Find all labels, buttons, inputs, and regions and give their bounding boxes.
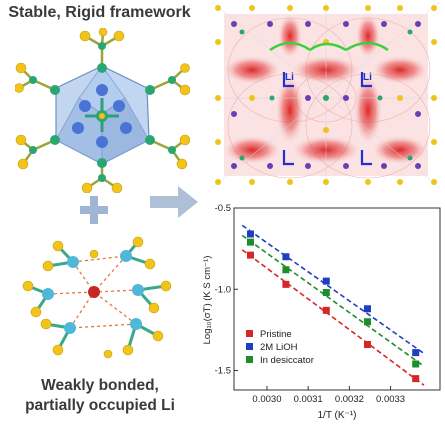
x-tick-label: 0.0030 <box>252 394 281 405</box>
y-tick-label: -1.5 <box>215 366 231 377</box>
icosahedral-cluster-illustration <box>15 28 190 193</box>
data-point <box>412 360 420 368</box>
fit-line <box>241 234 425 367</box>
data-point <box>246 230 254 238</box>
fit-line <box>241 224 425 355</box>
data-point <box>412 375 420 383</box>
data-point <box>322 289 330 296</box>
x-tick-label: 0.0032 <box>335 394 364 405</box>
data-point <box>282 253 290 261</box>
x-tick-label: 0.0033 <box>376 394 405 405</box>
data-point <box>246 238 254 246</box>
legend-marker <box>246 330 253 337</box>
data-point <box>412 349 420 357</box>
caption-line-2: partially occupied Li <box>25 397 175 414</box>
data-point <box>282 266 290 274</box>
caption-weakly-bonded-li: Weakly bonded, partially occupied Li <box>0 376 200 416</box>
li-label-right: Li <box>363 72 372 83</box>
li-label-left: Li <box>285 72 294 83</box>
legend-marker <box>246 343 253 350</box>
li-ring-illustration <box>22 236 172 359</box>
data-point <box>363 305 371 313</box>
caption-line-1: Weakly bonded, <box>41 377 159 394</box>
data-point <box>363 318 371 326</box>
density-map-illustration: Li Li <box>212 2 440 188</box>
data-point <box>322 277 330 285</box>
legend-marker <box>246 356 253 363</box>
x-axis-label: 1/T (K⁻¹) <box>318 410 357 421</box>
y-tick-label: -1.0 <box>215 284 231 295</box>
data-point <box>246 251 254 259</box>
legend-label: Pristine <box>260 329 292 340</box>
data-point <box>322 306 330 314</box>
caption-stable-rigid-framework: Stable, Rigid framework <box>8 4 191 21</box>
data-point <box>363 341 371 348</box>
data-point <box>282 280 290 288</box>
plot-frame <box>233 207 441 391</box>
arrhenius-chart: 0.0030 0.0031 0.0032 0.0033 -0.5 -1.0 -1.5 Pri… <box>202 203 441 421</box>
legend-label: 2M LiOH <box>260 342 298 353</box>
legend-label: In desiccator <box>260 355 314 366</box>
arrow-right-icon <box>150 186 198 218</box>
y-tick-label: -0.5 <box>215 203 231 214</box>
plus-icon <box>80 196 108 224</box>
fit-line <box>241 249 425 386</box>
y-axis-label: Log₁₀(σT) (K S cm⁻¹) <box>202 256 213 345</box>
x-tick-label: 0.0031 <box>294 394 323 405</box>
